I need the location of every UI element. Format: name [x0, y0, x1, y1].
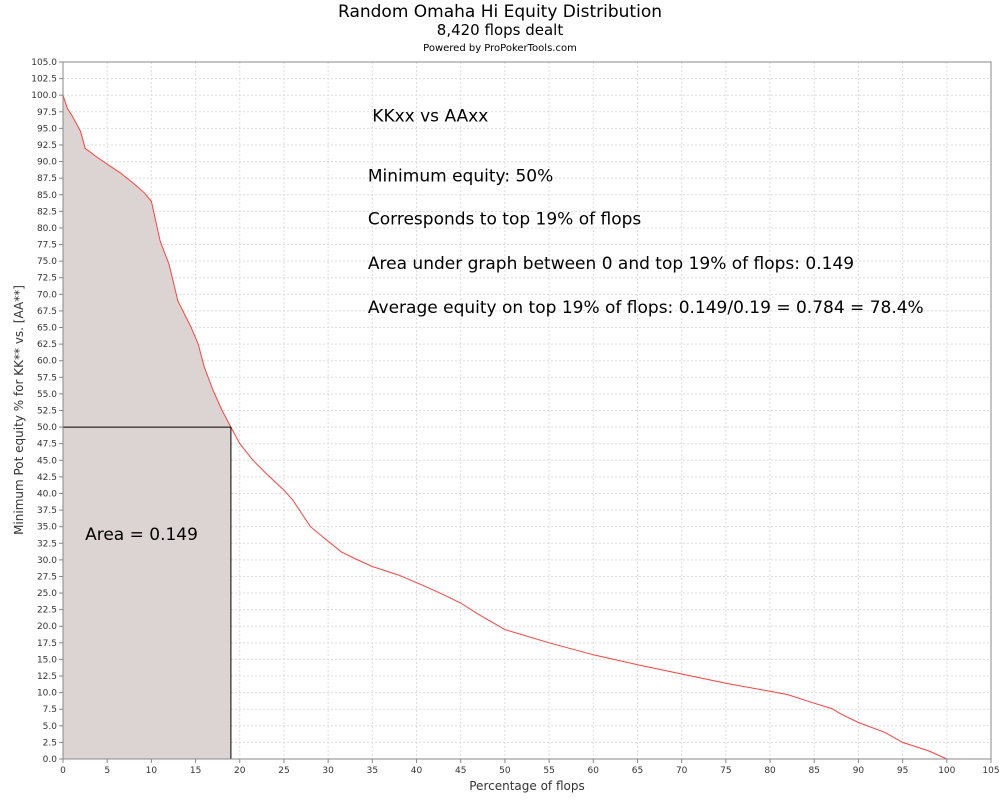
- y-tick-label-31: 77.5: [37, 241, 57, 251]
- y-tick-label-21: 52.5: [37, 407, 57, 417]
- chart-title: Random Omaha Hi Equity Distribution: [338, 2, 662, 22]
- y-tick-label-24: 60.0: [37, 357, 57, 367]
- y-tick-label-38: 95.0: [37, 124, 57, 134]
- x-axis: 0 5 10 15 20 25 30 35 40 45 50 55 60 65 70 75 80 85 90 95 10…: [60, 759, 1000, 776]
- annotation-2: Corresponds to top 19% of flops: [368, 210, 642, 230]
- y-tick-label-13: 32.5: [37, 539, 57, 549]
- chart-credit: Powered by ProPokerTools.com: [423, 43, 577, 54]
- x-tick-label-6: 30: [322, 766, 334, 776]
- y-tick-label-23: 57.5: [37, 373, 57, 383]
- y-tick-label-10: 25.0: [37, 589, 57, 599]
- x-tick-label-15: 75: [720, 766, 731, 776]
- y-tick-label-26: 65.0: [37, 324, 57, 334]
- annotation-0: KKxx vs AAxx: [372, 107, 488, 127]
- equity-curve-line: [62, 95, 948, 760]
- x-tick-label-21: 105: [982, 766, 999, 776]
- y-tick-label-1: 2.5: [43, 738, 57, 748]
- y-tick-label-37: 92.5: [37, 141, 57, 151]
- y-tick-label-2: 5.0: [43, 722, 58, 732]
- y-tick-label-5: 12.5: [37, 672, 57, 682]
- y-tick-label-22: 55.0: [37, 390, 57, 400]
- x-tick-label-10: 50: [499, 766, 511, 776]
- x-tick-label-13: 65: [632, 766, 643, 776]
- chart-subtitle: 8,420 flops dealt: [437, 21, 564, 39]
- y-tick-label-41: 102.5: [31, 75, 57, 85]
- y-tick-label-42: 105.0: [31, 58, 57, 68]
- x-tick-label-7: 35: [367, 766, 378, 776]
- y-tick-label-3: 7.5: [43, 705, 57, 715]
- y-tick-label-8: 20.0: [37, 622, 57, 632]
- x-tick-label-16: 80: [764, 766, 776, 776]
- x-tick-label-11: 55: [543, 766, 554, 776]
- x-axis-label: Percentage of flops: [469, 779, 584, 793]
- y-tick-label-33: 82.5: [37, 207, 57, 217]
- x-tick-label-3: 15: [190, 766, 201, 776]
- y-tick-label-14: 35.0: [37, 523, 57, 533]
- y-axis-label: Minimum Pot equity % for KK** vs. [AA**]: [12, 285, 26, 535]
- y-tick-label-40: 100.0: [31, 91, 57, 101]
- y-tick-label-27: 67.5: [37, 307, 57, 317]
- y-tick-label-18: 45.0: [37, 456, 57, 466]
- y-axis: 0.0 2.5 5.0 7.5 10.0 12.5 15.0 17.5 20.0 22.5 25.0…: [31, 58, 63, 765]
- y-tick-label-17: 42.5: [37, 473, 57, 483]
- x-tick-label-8: 40: [411, 766, 423, 776]
- y-tick-label-35: 87.5: [37, 174, 57, 184]
- x-tick-label-2: 10: [146, 766, 158, 776]
- y-tick-label-30: 75.0: [37, 257, 57, 267]
- y-tick-label-9: 22.5: [37, 606, 57, 616]
- x-tick-label-9: 45: [455, 766, 466, 776]
- y-tick-label-12: 30.0: [37, 556, 57, 566]
- annotations: KKxx vs AAxx Minimum equity: 50% Correspon…: [85, 107, 924, 545]
- y-tick-label-25: 62.5: [37, 340, 57, 350]
- threshold-lines: [63, 426, 232, 759]
- plot-area: [62, 61, 992, 760]
- y-tick-label-20: 50.0: [37, 423, 57, 433]
- x-tick-label-12: 60: [588, 766, 600, 776]
- x-tick-label-20: 100: [938, 766, 955, 776]
- y-tick-label-29: 72.5: [37, 274, 57, 284]
- x-tick-label-19: 95: [897, 766, 908, 776]
- x-tick-label-1: 5: [104, 766, 110, 776]
- y-tick-label-32: 80.0: [37, 224, 57, 234]
- x-tick-label-18: 90: [853, 766, 865, 776]
- x-tick-label-0: 0: [60, 766, 66, 776]
- annotation-4: Average equity on top 19% of flops: 0.14…: [368, 298, 924, 318]
- y-tick-label-28: 70.0: [37, 290, 57, 300]
- x-tick-label-5: 25: [278, 766, 289, 776]
- y-tick-label-16: 40.0: [37, 489, 57, 499]
- y-tick-label-39: 97.5: [37, 108, 57, 118]
- y-tick-label-0: 0.0: [43, 755, 58, 765]
- annotation-1: Minimum equity: 50%: [368, 167, 553, 187]
- x-tick-label-4: 20: [234, 766, 246, 776]
- x-tick-label-17: 85: [809, 766, 820, 776]
- annotation-5: Area = 0.149: [85, 525, 198, 545]
- y-tick-label-7: 17.5: [37, 639, 57, 649]
- y-tick-label-19: 47.5: [37, 440, 57, 450]
- y-tick-label-36: 90.0: [37, 158, 57, 168]
- y-tick-label-6: 15.0: [37, 655, 57, 665]
- x-tick-label-14: 70: [676, 766, 688, 776]
- y-tick-label-4: 10.0: [37, 689, 57, 699]
- y-tick-label-34: 85.0: [37, 191, 57, 201]
- y-tick-label-11: 27.5: [37, 572, 57, 582]
- y-tick-label-15: 37.5: [37, 506, 57, 516]
- annotation-3: Area under graph between 0 and top 19% o…: [368, 254, 854, 274]
- grid: [63, 62, 991, 759]
